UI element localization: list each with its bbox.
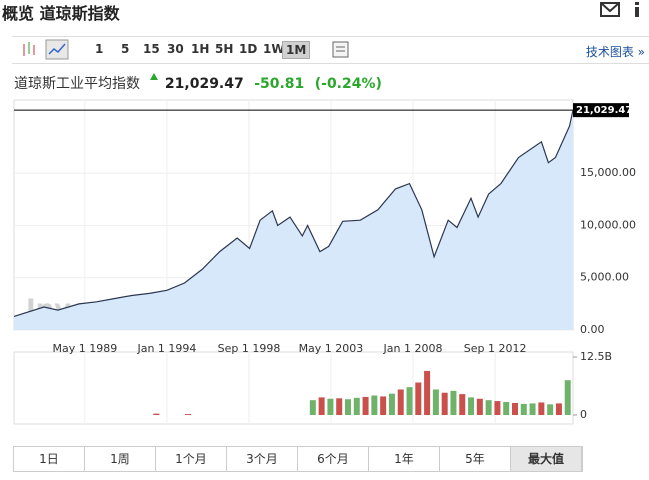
volume-bar	[564, 380, 571, 415]
x-tick-label: May 1 2003	[299, 342, 364, 355]
volume-bar	[441, 392, 448, 415]
volume-bar	[415, 382, 422, 415]
volume-bar	[520, 403, 527, 415]
volume-bar	[468, 397, 475, 415]
interval-button[interactable]: 1W	[263, 42, 285, 56]
quote-change: -50.81	[254, 76, 305, 92]
volume-bar	[529, 403, 536, 415]
volume-bar	[380, 396, 387, 415]
volume-bar	[503, 402, 510, 415]
technical-chart-link[interactable]: 技术图表 »	[585, 45, 645, 59]
range-tab[interactable]: 5年	[440, 447, 511, 471]
area	[14, 110, 573, 330]
x-tick-label: Jan 1 1994	[136, 342, 196, 355]
interval-button[interactable]: 1H	[191, 42, 210, 56]
volume-bar	[153, 413, 160, 415]
volume-bar	[309, 400, 316, 415]
line-icon-glyph	[48, 43, 66, 55]
info-icon[interactable]	[635, 2, 639, 5]
interval-button[interactable]: 1D	[239, 42, 258, 56]
volume-bar	[555, 403, 562, 415]
volume-bar	[406, 387, 413, 415]
y-tick-label: 5,000.00	[580, 271, 629, 284]
y-tick-label: 15,000.00	[580, 166, 636, 179]
volume-bar	[353, 397, 360, 415]
quote-change-pct: (-0.24%)	[314, 76, 382, 92]
volume-bar	[185, 414, 192, 415]
mail-icon[interactable]	[600, 2, 620, 17]
quote-name: 道琼斯工业平均指数	[14, 76, 140, 92]
line	[13, 109, 574, 317]
interval-button[interactable]: 5H	[215, 42, 234, 56]
interval-button[interactable]: 1M	[282, 41, 311, 59]
interval-button[interactable]: 15	[143, 42, 160, 56]
quote-line: 道琼斯工业平均指数 21,029.47 -50.81 (-0.24%)	[14, 73, 388, 93]
interval-button[interactable]: 1	[95, 42, 104, 56]
volume-bar	[397, 389, 404, 415]
line-icon[interactable]	[45, 39, 69, 60]
page-title: 概览 道琼斯指数	[2, 4, 120, 23]
x-tick-label: Sep 1 1998	[218, 342, 281, 355]
range-tab[interactable]: 1个月	[156, 447, 227, 471]
volume-bar	[547, 404, 554, 415]
y-tick-label: 10,000.00	[580, 218, 636, 231]
y-tick-label: 0.00	[580, 323, 605, 336]
volume-bar	[327, 398, 334, 415]
volume-bar	[432, 389, 439, 415]
volume-tick-label: 0	[580, 408, 587, 421]
volume-bar	[450, 390, 457, 415]
range-tab[interactable]: 1日	[14, 447, 85, 471]
volume-bar	[318, 397, 325, 415]
volume-bar	[459, 394, 466, 415]
range-tab[interactable]: 6个月	[298, 447, 369, 471]
mail-icon-flap	[600, 2, 620, 13]
volume-bar	[476, 398, 483, 415]
x-tick-label: May 1 1989	[52, 342, 117, 355]
volume-bar	[371, 395, 378, 415]
range-tab[interactable]: 1周	[85, 447, 156, 471]
x-tick-label: Jan 1 2008	[383, 342, 443, 355]
x-tick-label: Sep 1 2012	[464, 342, 527, 355]
interval-button[interactable]: 5	[121, 42, 130, 56]
settings-icon[interactable]	[330, 39, 352, 61]
header-icons	[600, 2, 639, 17]
last-value-label: 21,029.47	[576, 105, 632, 116]
volume-bar	[494, 401, 501, 415]
volume-bar	[388, 393, 395, 415]
volume-bar	[362, 396, 369, 415]
volume-bar	[538, 402, 545, 415]
range-tab[interactable]: 1年	[369, 447, 440, 471]
volume-bar	[424, 370, 431, 415]
range-tab[interactable]: 最大值	[511, 447, 582, 471]
volume-bar	[344, 399, 351, 415]
volume-bar	[485, 400, 492, 415]
info-icon-stem	[635, 7, 639, 17]
quote-price: 21,029.47	[164, 76, 244, 92]
interval-button[interactable]: 30	[167, 42, 184, 56]
up-arrow	[150, 73, 159, 80]
volume-bar	[336, 398, 343, 415]
chart-type-icons	[23, 39, 69, 60]
last-value-box	[573, 103, 629, 118]
range-tab[interactable]: 3个月	[227, 447, 298, 471]
toolbar: 技术图表 » 1 5 15 30 1H 5H 1D 1W 1M	[12, 36, 649, 64]
range-tabs: 1日 1周 1个月 3个月 6个月 1年 5年 最大值	[13, 446, 583, 472]
volume-tick-label: 12.5B	[580, 350, 612, 363]
volume-bar	[511, 402, 518, 415]
